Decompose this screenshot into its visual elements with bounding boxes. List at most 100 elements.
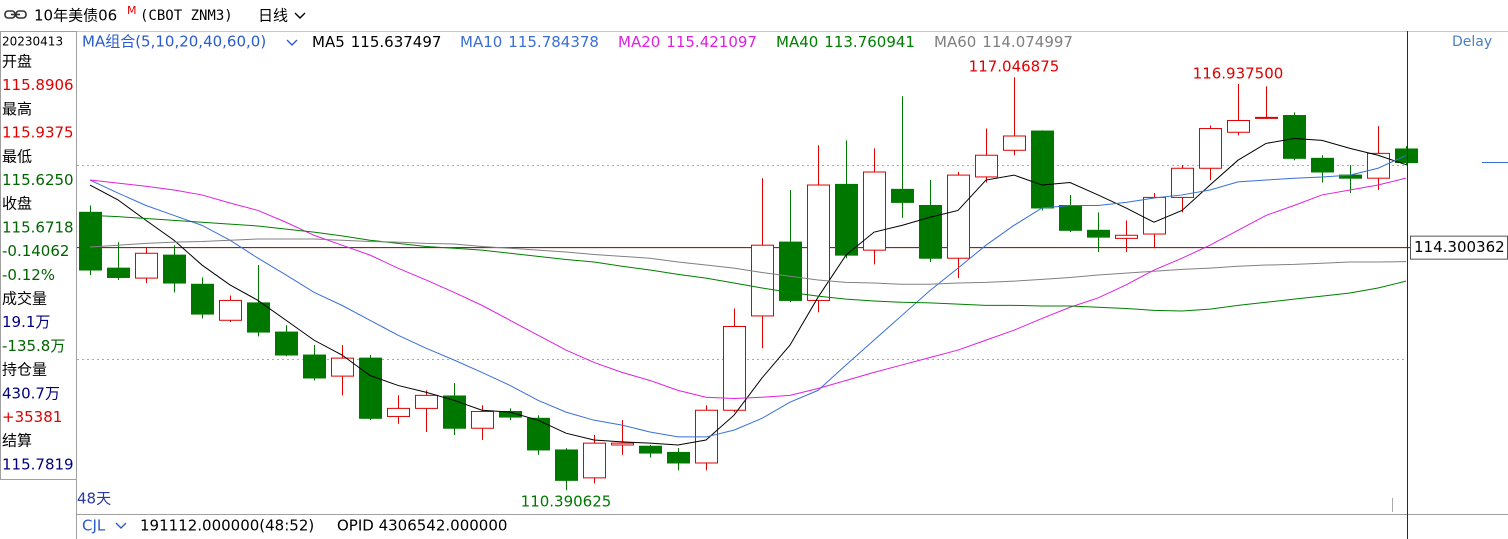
ma-line [89, 238, 1407, 285]
candle-body [1367, 152, 1390, 179]
symbol[interactable]: 10年美债06 [34, 7, 117, 25]
sidebar-row: 115.6718 [2, 218, 74, 236]
date: 20230413 [2, 35, 63, 49]
delay-badge: Delay [1452, 34, 1492, 50]
sidebar-row: 最低 [2, 147, 32, 165]
price-label: 114.300362 [1414, 238, 1505, 256]
candle-body [555, 449, 578, 481]
candle-body [331, 357, 354, 377]
candle-body [891, 188, 914, 203]
candle-body [303, 354, 326, 379]
sidebar-row: 115.6250 [2, 171, 74, 189]
sidebar-row: 最高 [2, 100, 32, 118]
sidebar-row: 收盘 [2, 195, 32, 213]
candle-body [107, 267, 130, 278]
sidebar-row: 115.7819 [2, 455, 74, 473]
ma-value: 115.637497 [351, 33, 442, 51]
sidebar-row: -135.8万 [2, 337, 65, 355]
candle-body [1087, 229, 1110, 238]
candle-body [219, 299, 242, 321]
candle-body [387, 407, 410, 417]
sidebar-row: 成交量 [2, 290, 47, 308]
candle-body [135, 252, 158, 279]
ma-legend: MA20 115.421097 [618, 33, 757, 51]
sidebar-row: 19.1万 [2, 313, 50, 331]
ma-line [89, 177, 1407, 399]
candle-body [163, 254, 186, 284]
ma-legend: MA10 115.784378 [460, 33, 599, 51]
high-label: 117.046875 [969, 58, 1060, 76]
low-label: 110.390625 [521, 493, 612, 511]
sidebar-row: -0.12% [2, 266, 55, 284]
ma-value: 114.074997 [982, 33, 1073, 51]
indicator-bar: CJL 191112.000000(48:52) OPID 4306542.00… [82, 517, 507, 535]
link-icon[interactable] [4, 10, 27, 19]
candle-body [1199, 128, 1222, 169]
candle-body [1003, 135, 1026, 151]
candle-body [247, 302, 270, 333]
ma-name: MA5 [312, 33, 345, 51]
ma-name: MA20 [618, 33, 660, 51]
indicator-name-chevron[interactable] [115, 522, 127, 529]
ma-legend: MA40 113.760941 [776, 33, 915, 51]
period[interactable]: 日线 [258, 7, 288, 25]
candle-body [1031, 130, 1054, 209]
sidebar-row: 115.9375 [2, 124, 74, 142]
sidebar-row: -0.14062 [2, 242, 69, 260]
ma-line [89, 155, 1407, 438]
high-label: 116.937500 [1193, 65, 1284, 83]
candle-body [527, 417, 550, 451]
ma-value: 115.421097 [666, 33, 757, 51]
ma-line [89, 137, 1407, 446]
sidebar-row: 115.8906 [2, 76, 74, 94]
candle-body [667, 451, 690, 464]
badge: M [127, 4, 137, 17]
ma-name: MA40 [776, 33, 818, 51]
candle-body [807, 184, 830, 301]
candle-body [1143, 196, 1166, 235]
indicator-value: 191112.000000(48:52) [140, 517, 314, 535]
contract-code: (CBOT ZNM3) [140, 8, 233, 24]
candle-body [1255, 116, 1278, 119]
candle-body [1395, 148, 1418, 164]
candle-body [1059, 204, 1082, 231]
indicator-chevron[interactable] [286, 39, 298, 46]
candle-body [443, 395, 466, 429]
candle-body [919, 204, 942, 259]
candle-body [359, 357, 382, 419]
period-chevron[interactable] [294, 12, 306, 19]
candle-body [947, 174, 970, 259]
sidebar-row: 开盘 [2, 53, 32, 71]
candle-body [751, 244, 774, 317]
candle-body [583, 442, 606, 479]
candle-body [415, 394, 438, 409]
candle-body [975, 154, 998, 178]
candle-body [639, 445, 662, 454]
candle-body [779, 241, 802, 301]
toolbar: 10年美债06 M (CBOT ZNM3) 日线 [4, 4, 306, 25]
candle-body [611, 442, 634, 446]
indicator-name[interactable]: CJL [82, 517, 106, 535]
candle-body [191, 283, 214, 315]
ma-line [89, 214, 1407, 312]
plot: 114.300362 117.046875 116.937500 110.390625 [77, 58, 1508, 511]
indicator-menu[interactable]: MA组合(5,10,20,40,60,0) [82, 33, 266, 51]
candle-body [723, 325, 746, 411]
candle-body [79, 211, 102, 271]
sidebar-row: +35381 [2, 408, 62, 426]
candle-body [1283, 115, 1306, 159]
ma-legend: MA5 115.637497 [312, 33, 441, 51]
ma-legend: MA60 114.074997 [934, 33, 1073, 51]
candle-body [471, 410, 494, 429]
ma-name: MA60 [934, 33, 976, 51]
ma-value: 113.760941 [824, 33, 915, 51]
sidebar-row: 结算 [2, 432, 32, 450]
candle-body [499, 410, 522, 418]
ma-name: MA10 [460, 33, 502, 51]
opid-value: OPID 4306542.000000 [337, 517, 507, 535]
sidebar-row: 430.7万 [2, 384, 60, 402]
candle-body [1227, 119, 1250, 133]
sidebar-row: 持仓量 [2, 361, 47, 379]
candle-body [1171, 167, 1194, 198]
